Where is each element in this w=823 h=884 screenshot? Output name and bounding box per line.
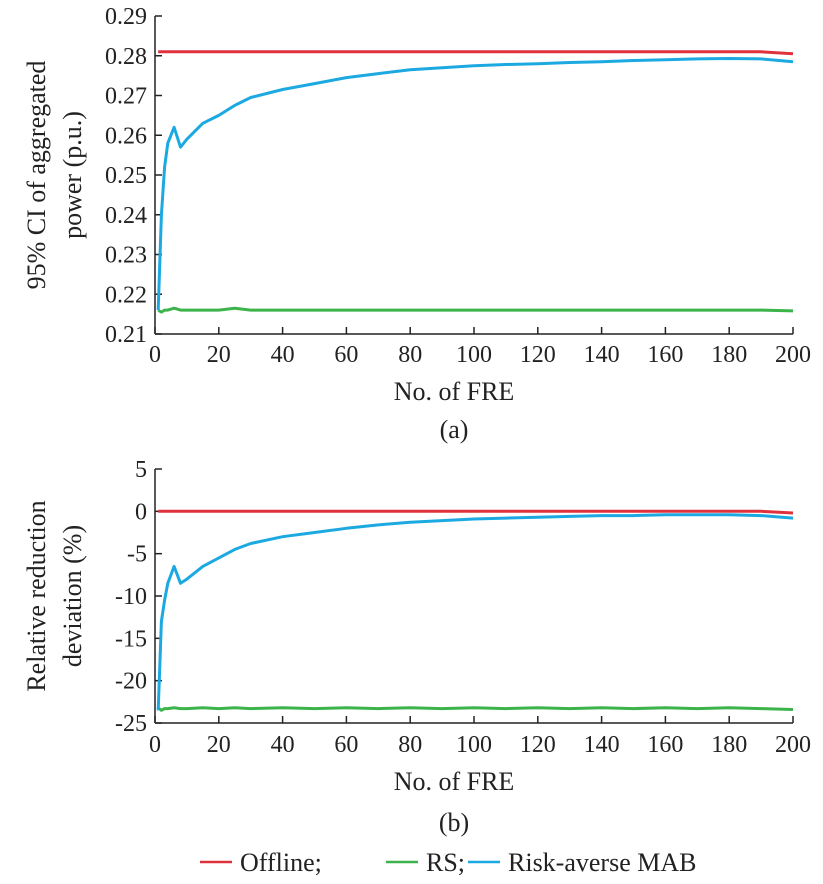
legend-label: Risk-averse MAB [508, 848, 696, 877]
x-tick-label: 80 [398, 732, 422, 758]
y-axis-title: deviation (%) [58, 525, 87, 667]
y-tick-label: 0.24 [105, 203, 147, 229]
x-tick-label: 180 [711, 732, 747, 758]
series-line-offline [158, 50, 794, 56]
panel-caption: (a) [440, 415, 469, 444]
series-line-risk-averse-mab [156, 513, 794, 711]
y-tick-label: 0.28 [105, 44, 147, 70]
x-tick-label: 140 [584, 732, 620, 758]
x-tick-label: 20 [207, 732, 231, 758]
y-tick-label: 5 [135, 457, 147, 483]
y-tick-label: -15 [115, 626, 147, 652]
y-tick-label: 0.27 [105, 84, 147, 110]
x-tick-label: 0 [149, 732, 161, 758]
y-tick-label: 0.26 [105, 123, 147, 149]
panel-caption: (b) [439, 808, 469, 837]
y-tick-label: 0 [135, 499, 147, 525]
legend-label: Offline; [240, 848, 322, 877]
legend-label: RS; [426, 848, 465, 877]
chart-panel-a: 0 20 40 60 80 100 120 140 160 180 200 0.21 0.22 0.23 0… [22, 4, 811, 444]
x-tick-label: 40 [271, 342, 295, 368]
x-tick-label: 120 [520, 342, 556, 368]
y-tick-label: 0.21 [105, 322, 147, 348]
y-tick-label: -20 [115, 669, 147, 695]
series-line-rs [157, 706, 794, 712]
y-tick-label: 0.25 [105, 163, 147, 189]
y-axis-title: Relative reduction [22, 500, 51, 691]
x-tick-label: 120 [520, 732, 556, 758]
series-line-risk-averse-mab [156, 57, 794, 311]
x-axis-title: No. of FRE [394, 767, 515, 796]
x-axis-title: No. of FRE [394, 377, 515, 406]
x-tick-label: 180 [711, 342, 747, 368]
y-axis-title: 95% CI of aggregated [22, 61, 51, 290]
y-tick-label: -5 [127, 542, 147, 568]
x-tick-label: 200 [775, 732, 811, 758]
x-tick-label: 0 [149, 342, 161, 368]
x-tick-label: 60 [334, 732, 358, 758]
y-tick-label: 0.22 [105, 282, 147, 308]
chart-panel-b: 0 20 40 60 80 100 120 140 160 180 200 -25 -20 -15 -10 -… [22, 457, 811, 837]
x-tick-label: 140 [584, 342, 620, 368]
x-tick-label: 80 [398, 342, 422, 368]
x-tick-label: 100 [456, 732, 492, 758]
y-tick-label: -25 [115, 711, 147, 737]
x-tick-label: 160 [647, 342, 683, 368]
x-tick-label: 160 [647, 732, 683, 758]
series-line-offline [158, 509, 794, 515]
x-tick-label: 100 [456, 342, 492, 368]
y-tick-label: -10 [115, 584, 147, 610]
x-tick-label: 40 [271, 732, 295, 758]
y-tick-label: 0.23 [105, 243, 147, 269]
legend: Offline; RS; Risk-averse MAB [200, 848, 696, 877]
x-tick-label: 60 [334, 342, 358, 368]
y-axis-title: power (p.u.) [58, 111, 87, 239]
series-line-rs [157, 306, 794, 314]
x-tick-label: 20 [207, 342, 231, 368]
y-tick-label: 0.29 [105, 4, 147, 30]
x-tick-label: 200 [775, 342, 811, 368]
